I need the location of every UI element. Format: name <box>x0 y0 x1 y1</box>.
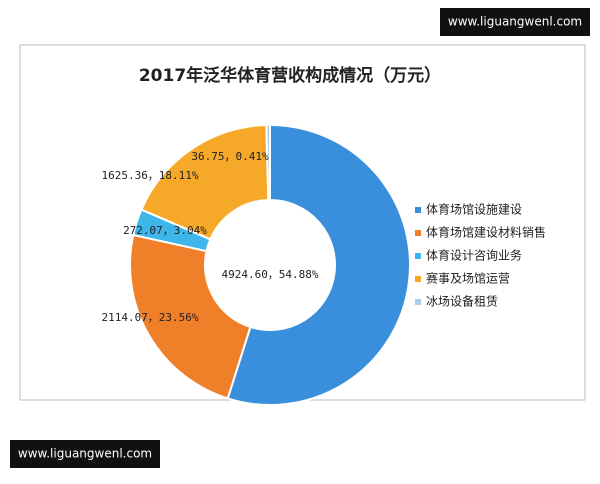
data-label: 36.75，0.41% <box>191 150 269 163</box>
data-label: 272.07，3.04% <box>123 224 207 237</box>
legend-label: 体育场馆建设材料销售 <box>426 225 546 240</box>
banner-text: www.liguangwenl.com <box>448 15 582 29</box>
legend-label: 冰场设备租赁 <box>426 295 498 309</box>
legend-label: 体育场馆设施建设 <box>426 202 522 217</box>
banner-text: www.liguangwenl.com <box>18 447 152 461</box>
legend-swatch <box>415 299 421 305</box>
banner-box <box>440 8 590 36</box>
donut-slice <box>129 233 252 400</box>
chart-title: 2017年泛华体育营收构成情况（万元） <box>139 65 441 86</box>
legend-label: 赛事及场馆运营 <box>426 271 510 286</box>
donut-slice <box>140 124 270 241</box>
data-label: 4924.60，54.88% <box>221 268 318 281</box>
legend-swatch <box>415 230 421 236</box>
donut-slice <box>265 123 271 202</box>
legend-swatch <box>415 276 421 282</box>
donut-slice <box>226 123 411 406</box>
legend-swatch <box>415 253 421 259</box>
legend-label: 体育设计咨询业务 <box>426 248 522 263</box>
banner-box <box>10 440 160 468</box>
data-label: 1625.36，18.11% <box>101 169 198 182</box>
data-label: 2114.07，23.56% <box>101 311 198 324</box>
legend-swatch <box>415 207 421 213</box>
donut-chart: 4924.60，54.88% 2114.07，23.56% 272.07，3.04%… <box>101 123 546 406</box>
